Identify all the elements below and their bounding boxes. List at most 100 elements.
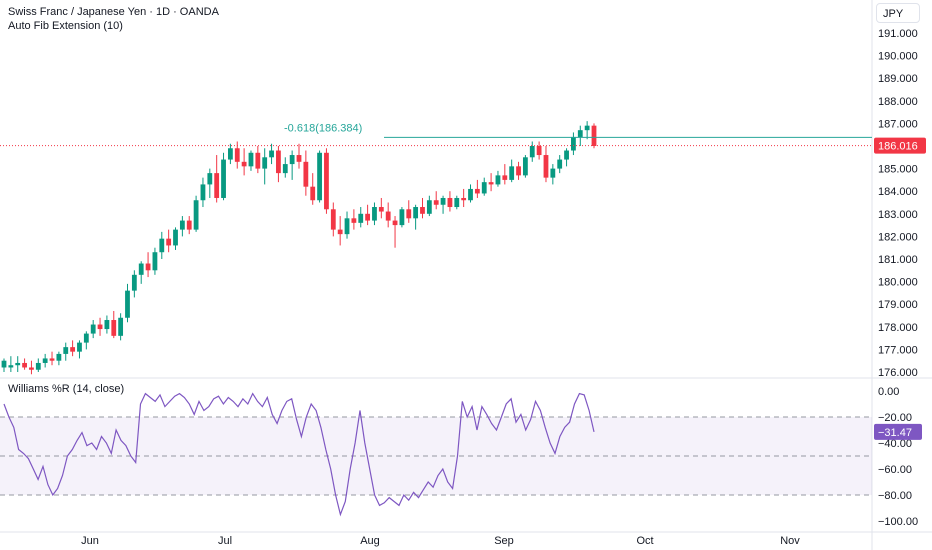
candle-body bbox=[282, 164, 288, 174]
williams-indicator-label[interactable]: Williams %R (14, close) bbox=[8, 383, 125, 395]
candle-body bbox=[392, 220, 398, 226]
candle-body bbox=[502, 175, 508, 180]
candle-body bbox=[310, 186, 316, 201]
candle-body bbox=[406, 209, 412, 219]
candle-body bbox=[522, 157, 528, 176]
candle-body bbox=[63, 347, 69, 354]
candle-body bbox=[440, 197, 446, 205]
candle-body bbox=[179, 220, 185, 230]
candle-body bbox=[571, 136, 576, 151]
candle-body bbox=[426, 200, 432, 214]
williams-tick-label: −40.00 bbox=[878, 438, 912, 450]
symbol-title[interactable]: Swiss Franc / Japanese Yen · 1D · OANDA bbox=[8, 6, 219, 18]
candle-body bbox=[207, 173, 213, 185]
candle-body bbox=[152, 252, 158, 271]
candle-body bbox=[529, 146, 535, 158]
candle-body bbox=[591, 125, 597, 146]
price-tick-label: 179.000 bbox=[878, 299, 918, 311]
candle-body bbox=[70, 347, 76, 352]
candle-body bbox=[131, 274, 137, 291]
candle-body bbox=[495, 175, 501, 185]
time-tick-label: Jul bbox=[218, 535, 232, 547]
candle-body bbox=[145, 263, 151, 271]
candle-body bbox=[77, 342, 82, 352]
price-tick-label: 190.000 bbox=[878, 51, 918, 63]
price-tick-label: 183.000 bbox=[878, 209, 918, 221]
williams-tick-label: −60.00 bbox=[878, 464, 912, 476]
candle-body bbox=[413, 207, 419, 219]
candle-body bbox=[1, 360, 7, 368]
candle-body bbox=[365, 213, 371, 221]
candle-body bbox=[509, 166, 515, 180]
candle-body bbox=[29, 367, 34, 370]
candle-body bbox=[317, 152, 322, 201]
candle-body bbox=[166, 238, 172, 246]
candle-body bbox=[324, 152, 329, 210]
candle-body bbox=[296, 155, 302, 162]
price-tick-label: 181.000 bbox=[878, 254, 918, 266]
candle-body bbox=[42, 358, 48, 363]
candle-body bbox=[385, 211, 391, 221]
candle-body bbox=[276, 150, 281, 174]
price-tick-label: 176.000 bbox=[878, 367, 918, 379]
candle-body bbox=[111, 320, 117, 336]
williams-value-tag bbox=[874, 423, 922, 440]
candle-body bbox=[173, 229, 178, 246]
candle-body bbox=[193, 200, 199, 230]
candle-body bbox=[200, 184, 206, 201]
candle-body bbox=[8, 365, 14, 368]
candle-body bbox=[289, 155, 295, 165]
candle-body bbox=[221, 159, 226, 198]
price-tick-label: 184.000 bbox=[878, 186, 918, 198]
current-price-label: 186.016 bbox=[878, 141, 918, 153]
williams-line bbox=[3, 392, 595, 517]
candle-body bbox=[372, 207, 377, 221]
candle-body bbox=[461, 197, 467, 201]
candle-body bbox=[454, 197, 460, 208]
currency-button[interactable]: JPY bbox=[876, 3, 920, 23]
time-tick-label: Sep bbox=[494, 535, 514, 547]
candle-body bbox=[262, 157, 268, 169]
time-tick-label: Jun bbox=[81, 535, 99, 547]
candle-body bbox=[90, 324, 96, 334]
fib-indicator-label[interactable]: Auto Fib Extension (10) bbox=[8, 20, 123, 32]
time-tick-label: Nov bbox=[780, 535, 800, 547]
candle-body bbox=[557, 159, 563, 169]
candle-body bbox=[255, 152, 261, 169]
candle-body bbox=[303, 161, 309, 187]
williams-tick-label: −100.00 bbox=[878, 516, 918, 528]
price-tick-label: 180.000 bbox=[878, 277, 918, 289]
candle-body bbox=[241, 161, 247, 167]
candle-body bbox=[118, 317, 124, 336]
fib-extension-label: -0.618(186.384) bbox=[284, 122, 362, 134]
candle-body bbox=[447, 197, 453, 208]
price-tick-label: 188.000 bbox=[878, 96, 918, 108]
candle-body bbox=[15, 362, 21, 366]
candle-body bbox=[577, 130, 583, 137]
candle-body bbox=[536, 146, 542, 156]
time-tick-label: Aug bbox=[360, 535, 380, 547]
candle-body bbox=[125, 290, 130, 318]
candle-body bbox=[584, 125, 590, 131]
candle-body bbox=[35, 362, 41, 370]
current-price-tag bbox=[874, 137, 926, 154]
candle-body bbox=[159, 238, 165, 253]
williams-value-label: −31.47 bbox=[878, 427, 912, 439]
candle-body bbox=[378, 207, 384, 212]
candle-body bbox=[234, 148, 240, 162]
candle-body bbox=[344, 218, 350, 235]
candle-body bbox=[214, 173, 220, 198]
candle-body bbox=[550, 168, 556, 178]
price-tick-label: 189.000 bbox=[878, 73, 918, 85]
candle-body bbox=[468, 188, 473, 201]
candle-body bbox=[474, 188, 480, 194]
williams-tick-label: −80.00 bbox=[878, 490, 912, 502]
candle-body bbox=[56, 353, 62, 361]
candle-body bbox=[399, 209, 405, 226]
candle-body bbox=[543, 155, 549, 178]
candle-body bbox=[564, 150, 569, 160]
candle-body bbox=[186, 220, 192, 230]
candle-body bbox=[269, 150, 274, 158]
